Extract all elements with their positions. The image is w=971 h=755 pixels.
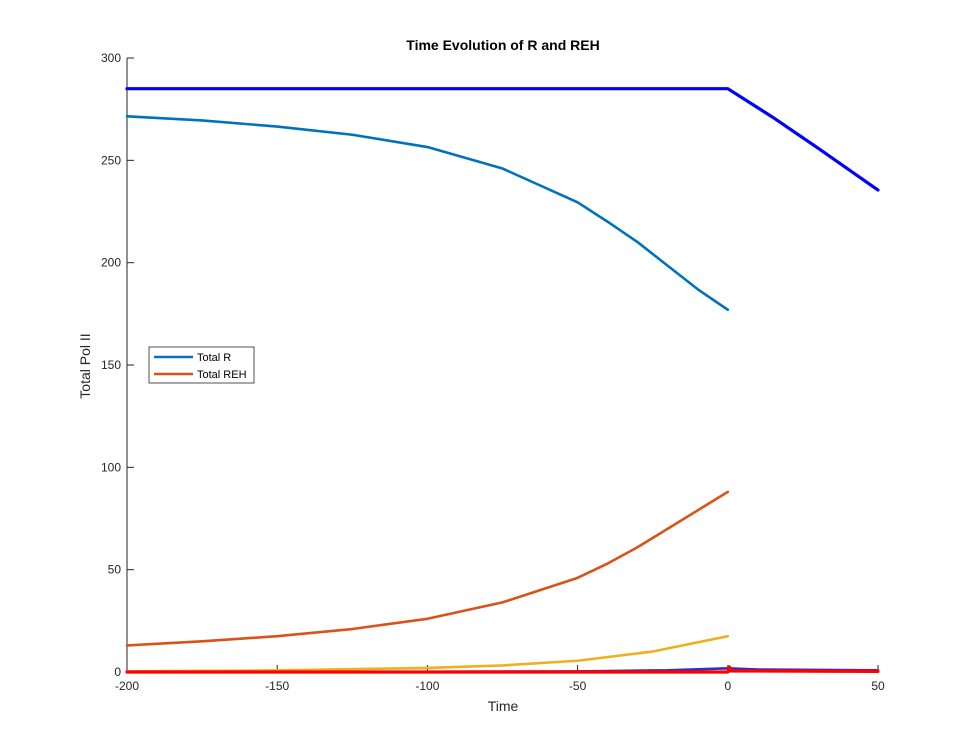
x-tick-label: -50: [569, 679, 587, 693]
series-line-6: [125, 665, 880, 674]
plot-area: -200 -150 -100 -50 0 50 0 50 100 150 200 250 300: [101, 51, 885, 693]
series-line-1: [125, 115, 730, 312]
series-line-3: [125, 634, 730, 673]
legend-box: [148, 346, 255, 384]
x-tick-label: -200: [115, 679, 139, 693]
y-tick-label: 300: [101, 51, 121, 65]
legend: Total R Total REH: [148, 346, 255, 384]
chart-title: Time Evolution of R and REH: [406, 37, 599, 53]
y-axis-label: Total Pol II: [77, 333, 93, 398]
x-tick-label: -150: [265, 679, 289, 693]
y-tick-label: 200: [101, 256, 121, 270]
legend-entry-2: Total REH: [197, 369, 247, 381]
x-tick-label: -100: [415, 679, 439, 693]
series-line-2: [125, 490, 730, 647]
legend-entry-1: Total R: [197, 352, 231, 364]
y-tick-label: 250: [101, 153, 121, 167]
y-tick-label: 50: [108, 563, 122, 577]
series-line-4: [125, 87, 880, 192]
x-axis-label: Time: [488, 698, 519, 714]
y-tick-label: 0: [114, 665, 121, 679]
x-tick-label: 0: [724, 679, 731, 693]
y-tick-label: 150: [101, 358, 121, 372]
x-tick-label: 50: [871, 679, 885, 693]
y-tick-label: 100: [101, 460, 121, 474]
